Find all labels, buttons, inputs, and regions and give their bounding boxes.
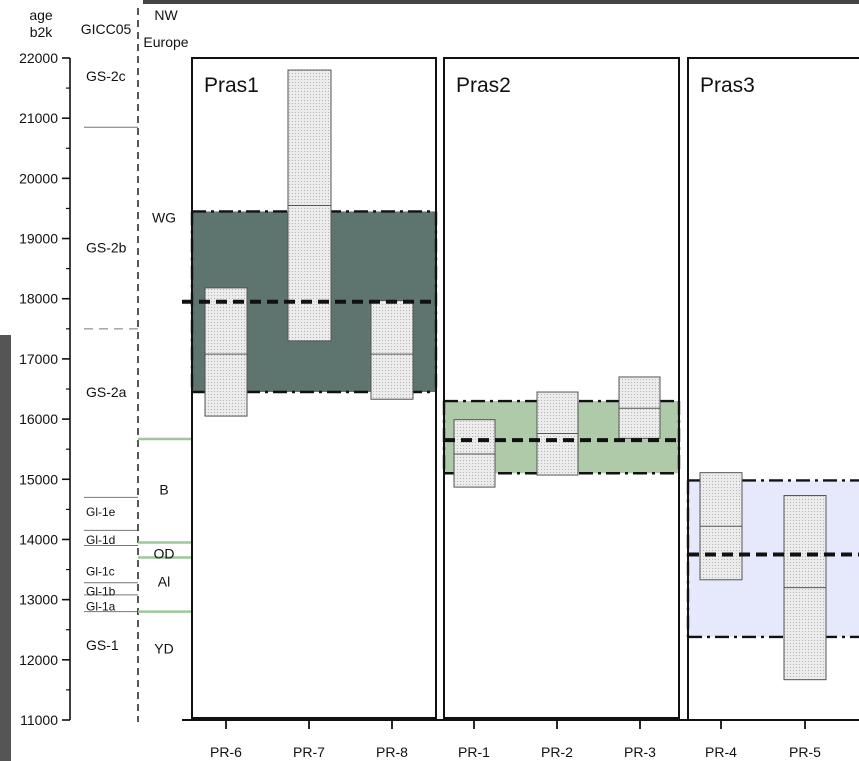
gicc05-stage-label: GS-1 <box>86 637 119 653</box>
y-tick-label: 14000 <box>19 531 58 547</box>
y-tick-label: 21000 <box>19 110 58 126</box>
x-tick-label: PR-1 <box>458 744 490 760</box>
gicc05-title: GICC05 <box>81 21 132 37</box>
panel-pras1 <box>182 57 438 729</box>
y-axis-label-age: age <box>29 7 53 23</box>
panel-pras3 <box>686 57 859 729</box>
nw-europe-stage-label: OD <box>154 545 175 561</box>
x-tick-label: PR-4 <box>705 744 737 760</box>
y-tick-label: 20000 <box>19 170 58 186</box>
panel-frame <box>687 57 859 720</box>
nw-europe-stage-label: WG <box>152 209 176 225</box>
nw-europe-title-line2: Europe <box>143 34 188 50</box>
panel-frame <box>443 57 680 719</box>
nw-europe-title-line1: NW <box>154 7 178 23</box>
gicc05-stage-label: Gl-1e <box>86 505 116 519</box>
y-axis-label-b2k: b2k <box>30 24 54 40</box>
gicc05-stage-label: Gl-1d <box>86 533 115 547</box>
x-tick-label: PR-5 <box>789 744 821 760</box>
y-tick-label: 15000 <box>19 471 58 487</box>
y-tick-label: 11000 <box>20 712 58 728</box>
page-left-edge <box>0 335 11 761</box>
gicc05-stage-label: GS-2c <box>86 68 126 84</box>
x-tick-label: PR-8 <box>376 744 408 760</box>
page-top-edge <box>143 0 859 4</box>
gicc05-stage-label: Gl-1c <box>86 565 115 579</box>
gicc05-stage-label: GS-2a <box>86 384 127 400</box>
gicc05-stage-label: GS-2b <box>86 240 127 256</box>
panel-pras2 <box>442 57 681 729</box>
gicc05-stage-label: Gl-1a <box>86 600 116 614</box>
panel-title: Pras1 <box>204 74 259 97</box>
box-pr-3 <box>618 376 661 439</box>
nw-europe-stage-label: B <box>159 482 168 498</box>
y-tick-label: 19000 <box>19 231 58 247</box>
x-tick-label: PR-6 <box>210 744 242 760</box>
box-pr-1 <box>453 419 496 488</box>
panel-frame <box>191 57 437 719</box>
y-tick-label: 17000 <box>19 351 58 367</box>
x-tick-label: PR-2 <box>541 744 573 760</box>
gicc05-stage-label: Gl-1b <box>86 585 116 599</box>
y-tick-label: 13000 <box>19 592 58 608</box>
y-tick-label: 22000 <box>19 50 58 66</box>
panel-title: Pras2 <box>456 74 511 97</box>
y-tick-label: 12000 <box>19 652 58 668</box>
box-pr-8 <box>370 300 414 400</box>
nw-europe-stage-label: YD <box>154 640 173 656</box>
nw-europe-stage-label: Al <box>158 574 170 590</box>
panel-title: Pras3 <box>700 74 755 97</box>
y-tick-label: 18000 <box>19 291 58 307</box>
x-tick-label: PR-3 <box>624 744 656 760</box>
box-pr-6 <box>204 287 248 417</box>
x-tick-label: PR-7 <box>293 744 325 760</box>
y-tick-label: 16000 <box>19 411 58 427</box>
